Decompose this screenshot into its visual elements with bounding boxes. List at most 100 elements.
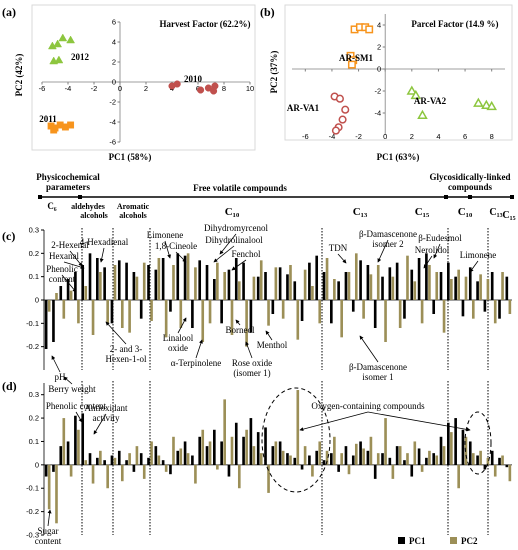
- group-label: C₁₃: [353, 206, 368, 218]
- bar: [271, 446, 275, 465]
- bar: [296, 390, 300, 465]
- bar: [176, 253, 180, 300]
- bar: [439, 272, 443, 300]
- panel-frame: [284, 4, 513, 141]
- bar: [205, 265, 209, 300]
- arrow: [367, 411, 471, 432]
- bar: [132, 272, 136, 300]
- bar: [135, 276, 139, 300]
- panel-frame: [31, 4, 256, 151]
- bar: [242, 436, 245, 465]
- annotation-line: β-Eudesmol: [418, 233, 462, 243]
- arrow: [47, 509, 52, 527]
- point: [66, 35, 76, 44]
- annotation: Phenolic content: [46, 401, 107, 411]
- annotation: Oxygen-containing compounds: [311, 401, 425, 411]
- bar: [103, 460, 106, 465]
- arrow: [213, 245, 235, 263]
- annotation: pH: [55, 372, 67, 382]
- bar: [464, 436, 468, 465]
- bar: [403, 460, 406, 465]
- arrow: [177, 317, 187, 334]
- bar: [340, 453, 343, 465]
- bar: [147, 265, 150, 300]
- bar: [249, 300, 253, 333]
- bar: [281, 300, 285, 319]
- annotation-line: oxide: [168, 343, 188, 353]
- point: [338, 115, 347, 124]
- bar: [125, 262, 128, 300]
- bar: [450, 279, 453, 300]
- bar: [330, 453, 333, 465]
- bar: [344, 272, 348, 300]
- bar: [351, 455, 355, 465]
- bar: [74, 415, 77, 465]
- bar: [164, 300, 168, 338]
- bar: [81, 265, 85, 300]
- annotation-line: Berry weight: [48, 384, 96, 394]
- bar: [508, 300, 512, 314]
- arrow: [75, 411, 83, 423]
- bar: [362, 300, 365, 319]
- bar: [110, 300, 114, 324]
- arrow: [265, 330, 273, 341]
- annotation: α-Terpinolene: [171, 358, 222, 368]
- bar: [381, 453, 384, 465]
- bar: [493, 464, 497, 477]
- group-label: AR-SM1: [339, 53, 373, 63]
- point: [417, 109, 428, 119]
- bar: [483, 464, 487, 470]
- group-label: C₁₃: [489, 207, 502, 218]
- bar: [274, 441, 278, 465]
- bar: [359, 260, 362, 300]
- bar: [325, 450, 329, 465]
- bar: [59, 446, 63, 465]
- bar: [52, 464, 55, 472]
- bar: [417, 258, 421, 300]
- bar: [84, 460, 88, 465]
- arrow: [99, 247, 105, 263]
- y-tick-label: -0.1: [26, 319, 39, 328]
- group-label: aldehydes: [71, 202, 105, 211]
- bar: [120, 300, 124, 328]
- bar: [198, 436, 202, 465]
- bar: [59, 286, 63, 300]
- bar: [501, 272, 504, 300]
- annotation: Dihydrolinalool: [205, 235, 263, 245]
- legend-label: PC2: [461, 536, 478, 546]
- bar: [223, 399, 226, 465]
- annotation: Nerolidol: [415, 245, 450, 255]
- bar: [505, 276, 509, 300]
- annotation: Fenchol: [232, 249, 261, 259]
- arrow: [377, 239, 389, 263]
- arrow: [69, 250, 83, 267]
- bar: [172, 436, 175, 465]
- bar: [330, 300, 333, 324]
- group-label: 2011: [39, 114, 57, 124]
- y-tick-label: 0.3: [29, 390, 39, 399]
- y-tick-label: 0.2: [29, 414, 39, 423]
- bar: [447, 262, 450, 300]
- bar: [388, 267, 392, 300]
- bar: [432, 453, 436, 465]
- bar: [395, 262, 399, 300]
- bar: [74, 272, 77, 300]
- bar: [315, 255, 319, 300]
- bar: [483, 300, 487, 312]
- bar: [425, 253, 428, 300]
- section-label-line: Glycosidically-linked: [429, 172, 510, 182]
- bar: [47, 300, 51, 312]
- bar: [354, 443, 358, 465]
- bar: [252, 276, 256, 300]
- bar: [325, 258, 329, 300]
- arrow: [337, 253, 347, 264]
- annotation: Rose oxide (isomer 1): [232, 358, 272, 378]
- annotation-line: content: [35, 536, 62, 546]
- panel-label: (b): [260, 5, 275, 19]
- bar: [264, 427, 267, 465]
- bar: [442, 446, 446, 465]
- annotation: Limonene: [147, 230, 184, 240]
- annotation-line: Menthol: [257, 340, 288, 350]
- annotation: 2-Hexenal: [51, 240, 89, 250]
- bar: [366, 450, 370, 465]
